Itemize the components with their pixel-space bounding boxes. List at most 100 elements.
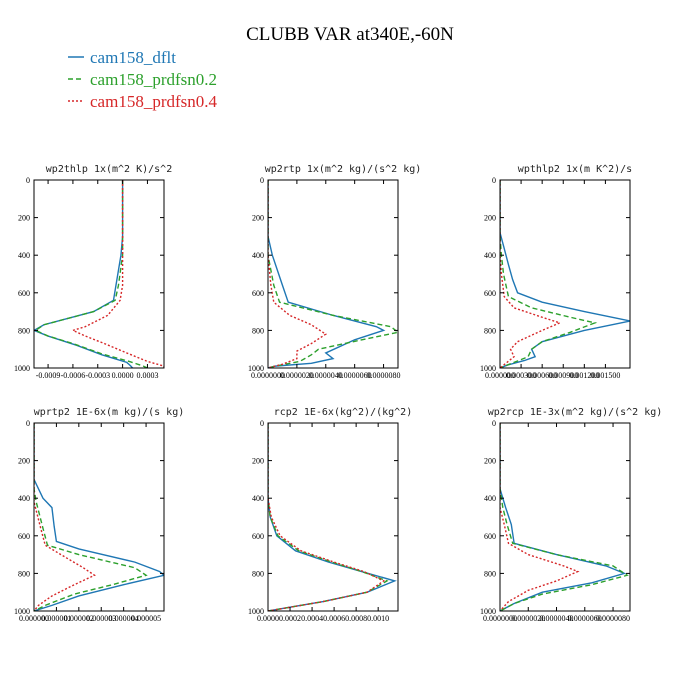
y-tick-label: 600 [18, 532, 30, 541]
y-tick-label: 600 [484, 289, 496, 298]
y-tick-label: 0 [260, 419, 264, 428]
y-tick-label: 0 [492, 176, 496, 185]
series-line-cam158-dflt [268, 180, 386, 368]
series-line-cam158-dflt [34, 180, 134, 368]
axes-frame [499, 422, 631, 612]
y-tick-label: 800 [18, 569, 30, 578]
series-line-cam158-dflt [500, 423, 627, 611]
y-tick-label: 200 [484, 457, 496, 466]
x-tick-label: 0.000002 [64, 614, 94, 623]
y-tick-label: 600 [18, 289, 30, 298]
x-tick-label: 0.0000080 [367, 371, 401, 380]
series-line-cam158-prdfsn0-4 [34, 423, 96, 611]
series-line-cam158-prdfsn0-2 [34, 423, 148, 611]
chart-panel-4: wprtp2 1E-6x(m kg)/(s kg) 0 200 400 600 800 10… [14, 407, 184, 623]
x-tick-label: 0.0000040 [540, 614, 574, 623]
legend-label-prdfsn04: cam158_prdfsn0.4 [90, 92, 218, 111]
chart-panel-2: wp2rtp 1x(m^2 kg)/(s^2 kg)0 200 400 600 800 1… [248, 164, 421, 380]
axes-frame [499, 179, 631, 369]
y-tick-label: 600 [252, 289, 264, 298]
series-line-cam158-dflt [500, 180, 630, 368]
x-tick-label: 0.0000020 [511, 614, 545, 623]
x-tick-label: 0.0000040 [309, 371, 343, 380]
y-tick-label: 400 [484, 494, 496, 503]
y-tick-label: 1000 [14, 364, 30, 373]
y-tick-label: 400 [252, 251, 264, 260]
x-tick-label: 0.000004 [109, 614, 139, 623]
x-tick-label: 0.0000020 [280, 371, 314, 380]
x-tick-label: 0.000003 [86, 614, 116, 623]
y-tick-label: 200 [18, 457, 30, 466]
x-tick-label: 0.000600 [527, 371, 557, 380]
x-tick-label: 0.0000000 [483, 614, 517, 623]
y-tick-label: 400 [484, 251, 496, 260]
x-tick-label: 0.0008 [345, 614, 367, 623]
x-tick-label: 0.000005 [131, 614, 161, 623]
legend-label-prdfsn02: cam158_prdfsn0.2 [90, 70, 217, 89]
y-tick-label: 0 [26, 176, 30, 185]
series-line-cam158-prdfsn0-2 [500, 180, 598, 368]
x-tick-label: 0.0004 [301, 614, 323, 623]
y-tick-label: 0 [492, 419, 496, 428]
x-tick-label: 0.0000000 [251, 371, 285, 380]
x-tick-label: 0.001500 [590, 371, 620, 380]
panels-grid: wp2thlp 1x(m^2 K)/s^2 0 200 400 600 800 1000 -0… [14, 164, 662, 623]
x-tick-label: 0.000000 [485, 371, 515, 380]
axes-frame [267, 179, 399, 369]
series-line-cam158-prdfsn0-2 [268, 423, 389, 611]
x-tick-label: 0.000000 [19, 614, 49, 623]
legend-item-dflt: cam158_dflt [68, 48, 176, 67]
series-line-cam158-prdfsn0-4 [268, 180, 328, 368]
y-tick-label: 1000 [248, 364, 264, 373]
x-tick-label: 0.0000080 [596, 614, 630, 623]
series-line-cam158-prdfsn0-2 [268, 180, 398, 368]
y-tick-label: 200 [252, 214, 264, 223]
figure-title: CLUBB VAR at340E,-60N [246, 24, 454, 45]
x-tick-label: 0.0000 [257, 614, 279, 623]
chart-panel-5: rcp2 1E-6x(kg^2)/(kg^2) 0 200 400 600 800 1000… [248, 407, 412, 623]
y-tick-label: 1000 [480, 364, 496, 373]
x-tick-label: -0.0003 [85, 371, 110, 380]
y-tick-label: 200 [18, 214, 30, 223]
panel-title: wp2thlp 1x(m^2 K)/s^2 [46, 164, 172, 175]
y-tick-label: 1000 [248, 607, 264, 616]
y-tick-label: 0 [26, 419, 30, 428]
legend-item-prdfsn04: cam158_prdfsn0.4 [68, 92, 218, 111]
y-tick-label: 800 [252, 569, 264, 578]
axes-frame [33, 422, 165, 612]
y-tick-label: 1000 [14, 607, 30, 616]
y-tick-label: 400 [18, 494, 30, 503]
y-tick-label: 800 [18, 326, 30, 335]
chart-panel-1: wp2thlp 1x(m^2 K)/s^2 0 200 400 600 800 1000 -0… [14, 164, 172, 380]
x-tick-label: 0.0010 [367, 614, 389, 623]
axes-frame [267, 422, 399, 612]
y-tick-label: 800 [484, 326, 496, 335]
panel-title: rcp2 1E-6x(kg^2)/(kg^2) [274, 407, 412, 418]
x-tick-label: 0.000300 [506, 371, 536, 380]
y-tick-label: 800 [252, 326, 264, 335]
y-tick-label: 800 [484, 569, 496, 578]
y-tick-label: 600 [252, 532, 264, 541]
series-line-cam158-prdfsn0-2 [500, 423, 629, 611]
x-tick-label: 0.0000060 [338, 371, 372, 380]
chart-panel-6: wp2rcp 1E-3x(m^2 kg)/(s^2 kg)0 200 400 600 8… [480, 407, 662, 623]
y-tick-label: 0 [260, 176, 264, 185]
x-tick-label: 0.0000 [112, 371, 134, 380]
y-tick-label: 1000 [480, 607, 496, 616]
x-tick-label: 0.000900 [548, 371, 578, 380]
series-line-cam158-dflt [34, 423, 164, 611]
x-tick-label: -0.0006 [61, 371, 86, 380]
x-tick-label: 0.000001 [41, 614, 71, 623]
series-line-cam158-prdfsn0-4 [70, 180, 164, 368]
legend-item-prdfsn02: cam158_prdfsn0.2 [68, 70, 217, 89]
y-tick-label: 200 [484, 214, 496, 223]
y-tick-label: 400 [18, 251, 30, 260]
legend: cam158_dflt cam158_prdfsn0.2 cam158_prdf… [68, 48, 218, 111]
y-tick-label: 600 [484, 532, 496, 541]
panel-title: wp2rcp 1E-3x(m^2 kg)/(s^2 kg) [488, 407, 663, 418]
series-line-cam158-prdfsn0-4 [268, 423, 386, 611]
axes-frame [33, 179, 165, 369]
x-tick-label: 0.0006 [323, 614, 345, 623]
panel-title: wprtp2 1E-6x(m kg)/(s kg) [34, 407, 185, 418]
